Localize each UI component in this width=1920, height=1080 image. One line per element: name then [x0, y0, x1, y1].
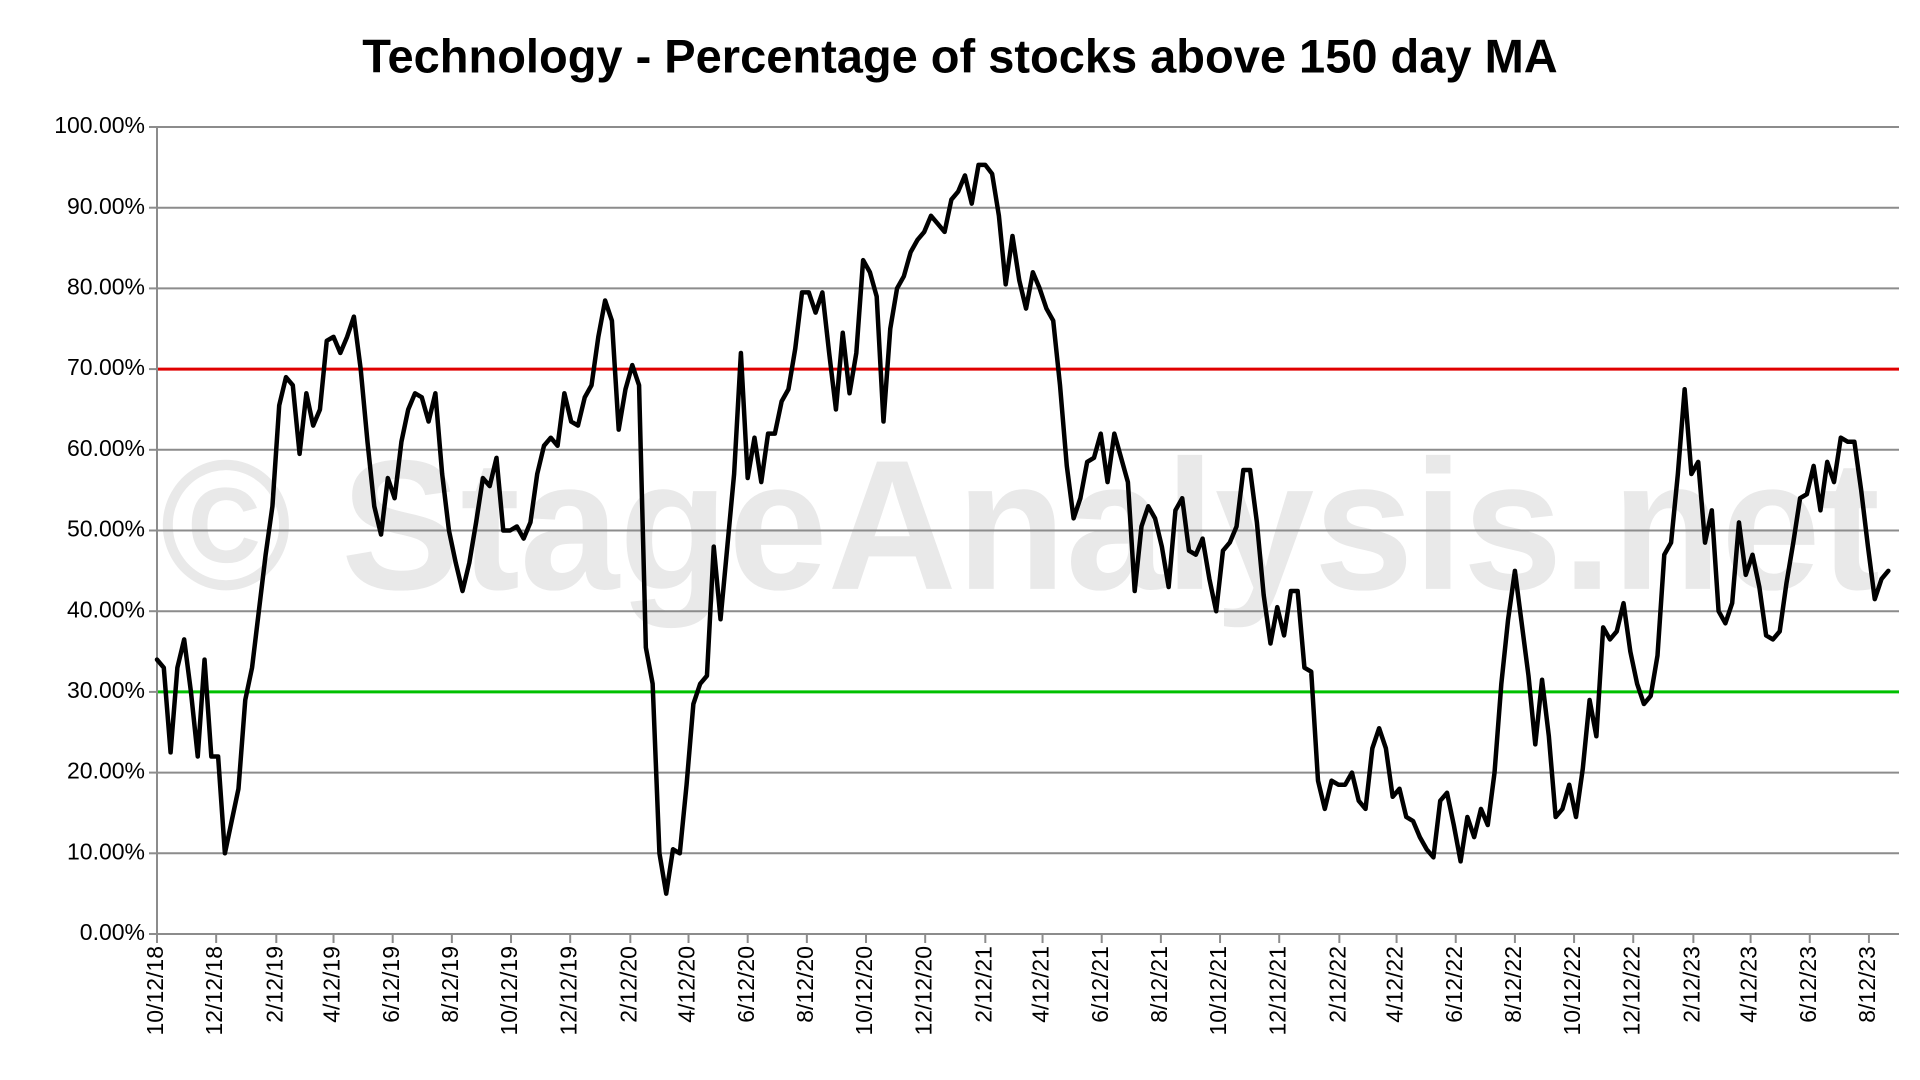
x-tick-label: 12/12/18	[201, 946, 227, 1036]
y-tick-label: 100.00%	[54, 112, 145, 138]
x-tick-label: 10/12/22	[1559, 946, 1585, 1036]
data-line	[154, 162, 1891, 896]
y-tick-label: 90.00%	[67, 193, 145, 219]
x-tick-label: 10/12/20	[851, 946, 877, 1036]
x-tick-label: 2/12/22	[1324, 946, 1350, 1023]
x-tick-label: 8/12/19	[437, 946, 463, 1023]
x-tick-label: 2/12/21	[970, 946, 996, 1023]
watermark: © StageAnalysis.net	[160, 423, 1880, 629]
x-tick-label: 12/12/19	[555, 946, 581, 1036]
x-tick-label: 2/12/20	[615, 946, 641, 1023]
x-tick-label: 4/12/20	[674, 946, 700, 1023]
y-tick-label: 80.00%	[67, 273, 145, 299]
x-tick-label: 12/12/20	[910, 946, 936, 1036]
x-tick-label: 8/12/21	[1146, 946, 1172, 1023]
x-tick-label: 8/12/23	[1854, 946, 1880, 1023]
y-tick-label: 50.00%	[67, 516, 145, 542]
x-tick-label: 6/12/23	[1795, 946, 1821, 1023]
y-tick-label: 40.00%	[67, 596, 145, 622]
x-tick-label: 10/12/21	[1205, 946, 1231, 1036]
y-tick-label: 20.00%	[67, 758, 145, 784]
x-tick-label: 6/12/20	[733, 946, 759, 1023]
x-tick-label: 6/12/21	[1087, 946, 1113, 1023]
x-tick-label: 12/12/21	[1264, 946, 1290, 1036]
x-tick-label: 6/12/22	[1441, 946, 1467, 1023]
x-tick-label: 10/12/19	[496, 946, 522, 1036]
y-tick-label: 10.00%	[67, 838, 145, 864]
x-tick-label: 4/12/19	[319, 946, 345, 1023]
y-tick-label: 70.00%	[67, 354, 145, 380]
chart-title: Technology - Percentage of stocks above …	[362, 29, 1557, 82]
x-tick-label: 6/12/19	[378, 946, 404, 1023]
x-tick-label: 2/12/19	[261, 946, 287, 1023]
x-tick-label: 4/12/21	[1028, 946, 1054, 1023]
x-tick-label: 2/12/23	[1678, 946, 1704, 1023]
x-tick-label: 10/12/18	[142, 946, 168, 1036]
y-tick-label: 60.00%	[67, 435, 145, 461]
x-tick-label: 4/12/22	[1382, 946, 1408, 1023]
x-tick-label: 4/12/23	[1736, 946, 1762, 1023]
y-tick-label: 0.00%	[80, 919, 145, 945]
x-tick-label: 12/12/22	[1618, 946, 1644, 1036]
y-tick-label: 30.00%	[67, 677, 145, 703]
x-tick-label: 8/12/20	[792, 946, 818, 1023]
x-tick-label: 8/12/22	[1500, 946, 1526, 1023]
